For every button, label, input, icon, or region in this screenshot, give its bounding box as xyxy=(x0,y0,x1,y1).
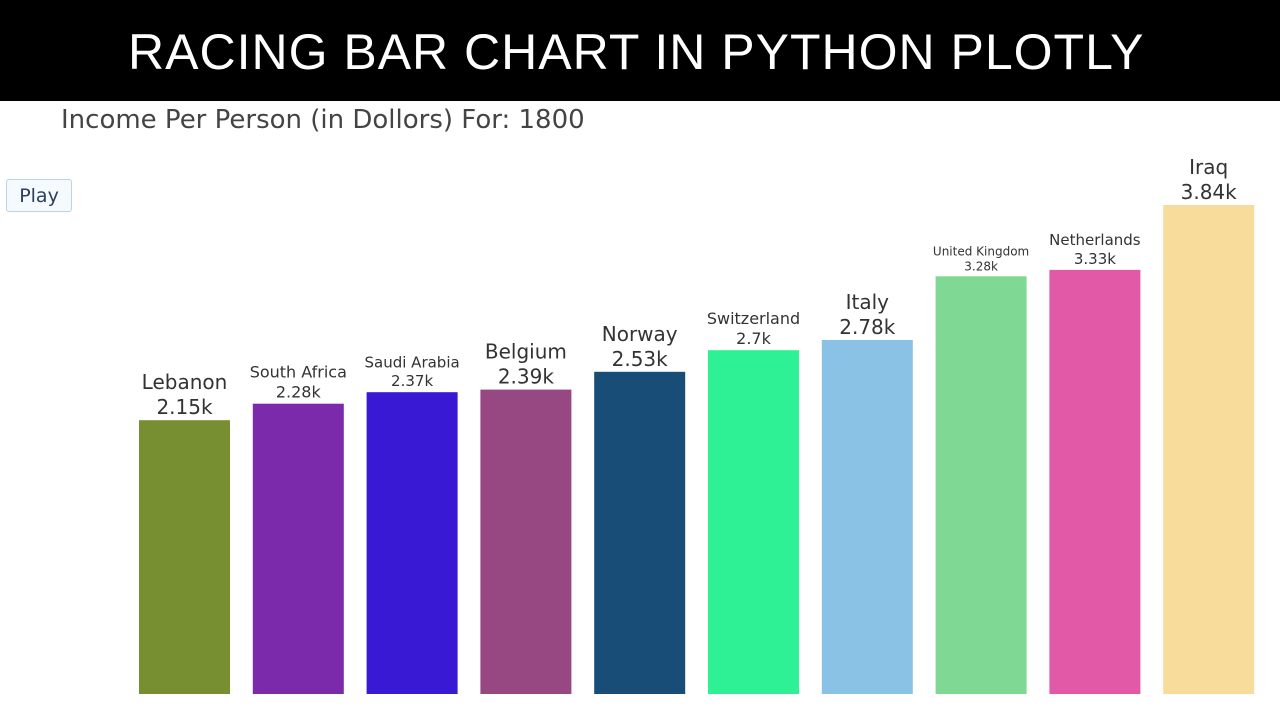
data-label: 3.28k xyxy=(964,259,998,273)
category-label: United Kingdom xyxy=(933,244,1029,258)
bar-belgium xyxy=(480,389,572,694)
bar-saudi-arabia xyxy=(366,392,458,694)
bar-south-africa xyxy=(252,403,344,694)
banner-title: RACING BAR CHART IN PYTHON PLOTLY xyxy=(128,24,1145,80)
data-label: 2.37k xyxy=(391,372,433,390)
data-label: 2.78k xyxy=(839,315,896,339)
category-label: Norway xyxy=(602,322,678,346)
category-label: Saudi Arabia xyxy=(365,353,460,371)
data-label: 2.53k xyxy=(612,347,669,371)
bar-norway xyxy=(594,371,686,694)
category-label: Italy xyxy=(846,290,890,314)
data-label: 2.28k xyxy=(276,383,322,402)
category-label: Netherlands xyxy=(1049,231,1141,249)
play-button[interactable]: Play xyxy=(6,179,72,212)
data-label: 3.33k xyxy=(1074,250,1116,268)
bar-italy xyxy=(821,340,913,694)
data-label: 3.84k xyxy=(1181,180,1238,204)
category-label: Belgium xyxy=(485,340,567,364)
category-label: Iraq xyxy=(1189,155,1228,179)
category-label: Switzerland xyxy=(707,309,800,328)
bar-lebanon xyxy=(139,420,230,694)
bar-switzerland xyxy=(708,350,799,694)
data-label: 2.7k xyxy=(736,329,771,348)
bar-iraq xyxy=(1163,205,1255,694)
chart-title: Income Per Person (in Dollors) For: 1800 xyxy=(61,105,585,135)
data-label: 2.39k xyxy=(498,365,555,389)
data-label: 2.15k xyxy=(156,395,213,419)
bar-united-kingdom xyxy=(935,276,1027,694)
category-label: Lebanon xyxy=(142,370,228,394)
title-banner: RACING BAR CHART IN PYTHON PLOTLY xyxy=(0,0,1280,101)
bar-netherlands xyxy=(1049,269,1141,694)
category-label: South Africa xyxy=(250,363,347,382)
